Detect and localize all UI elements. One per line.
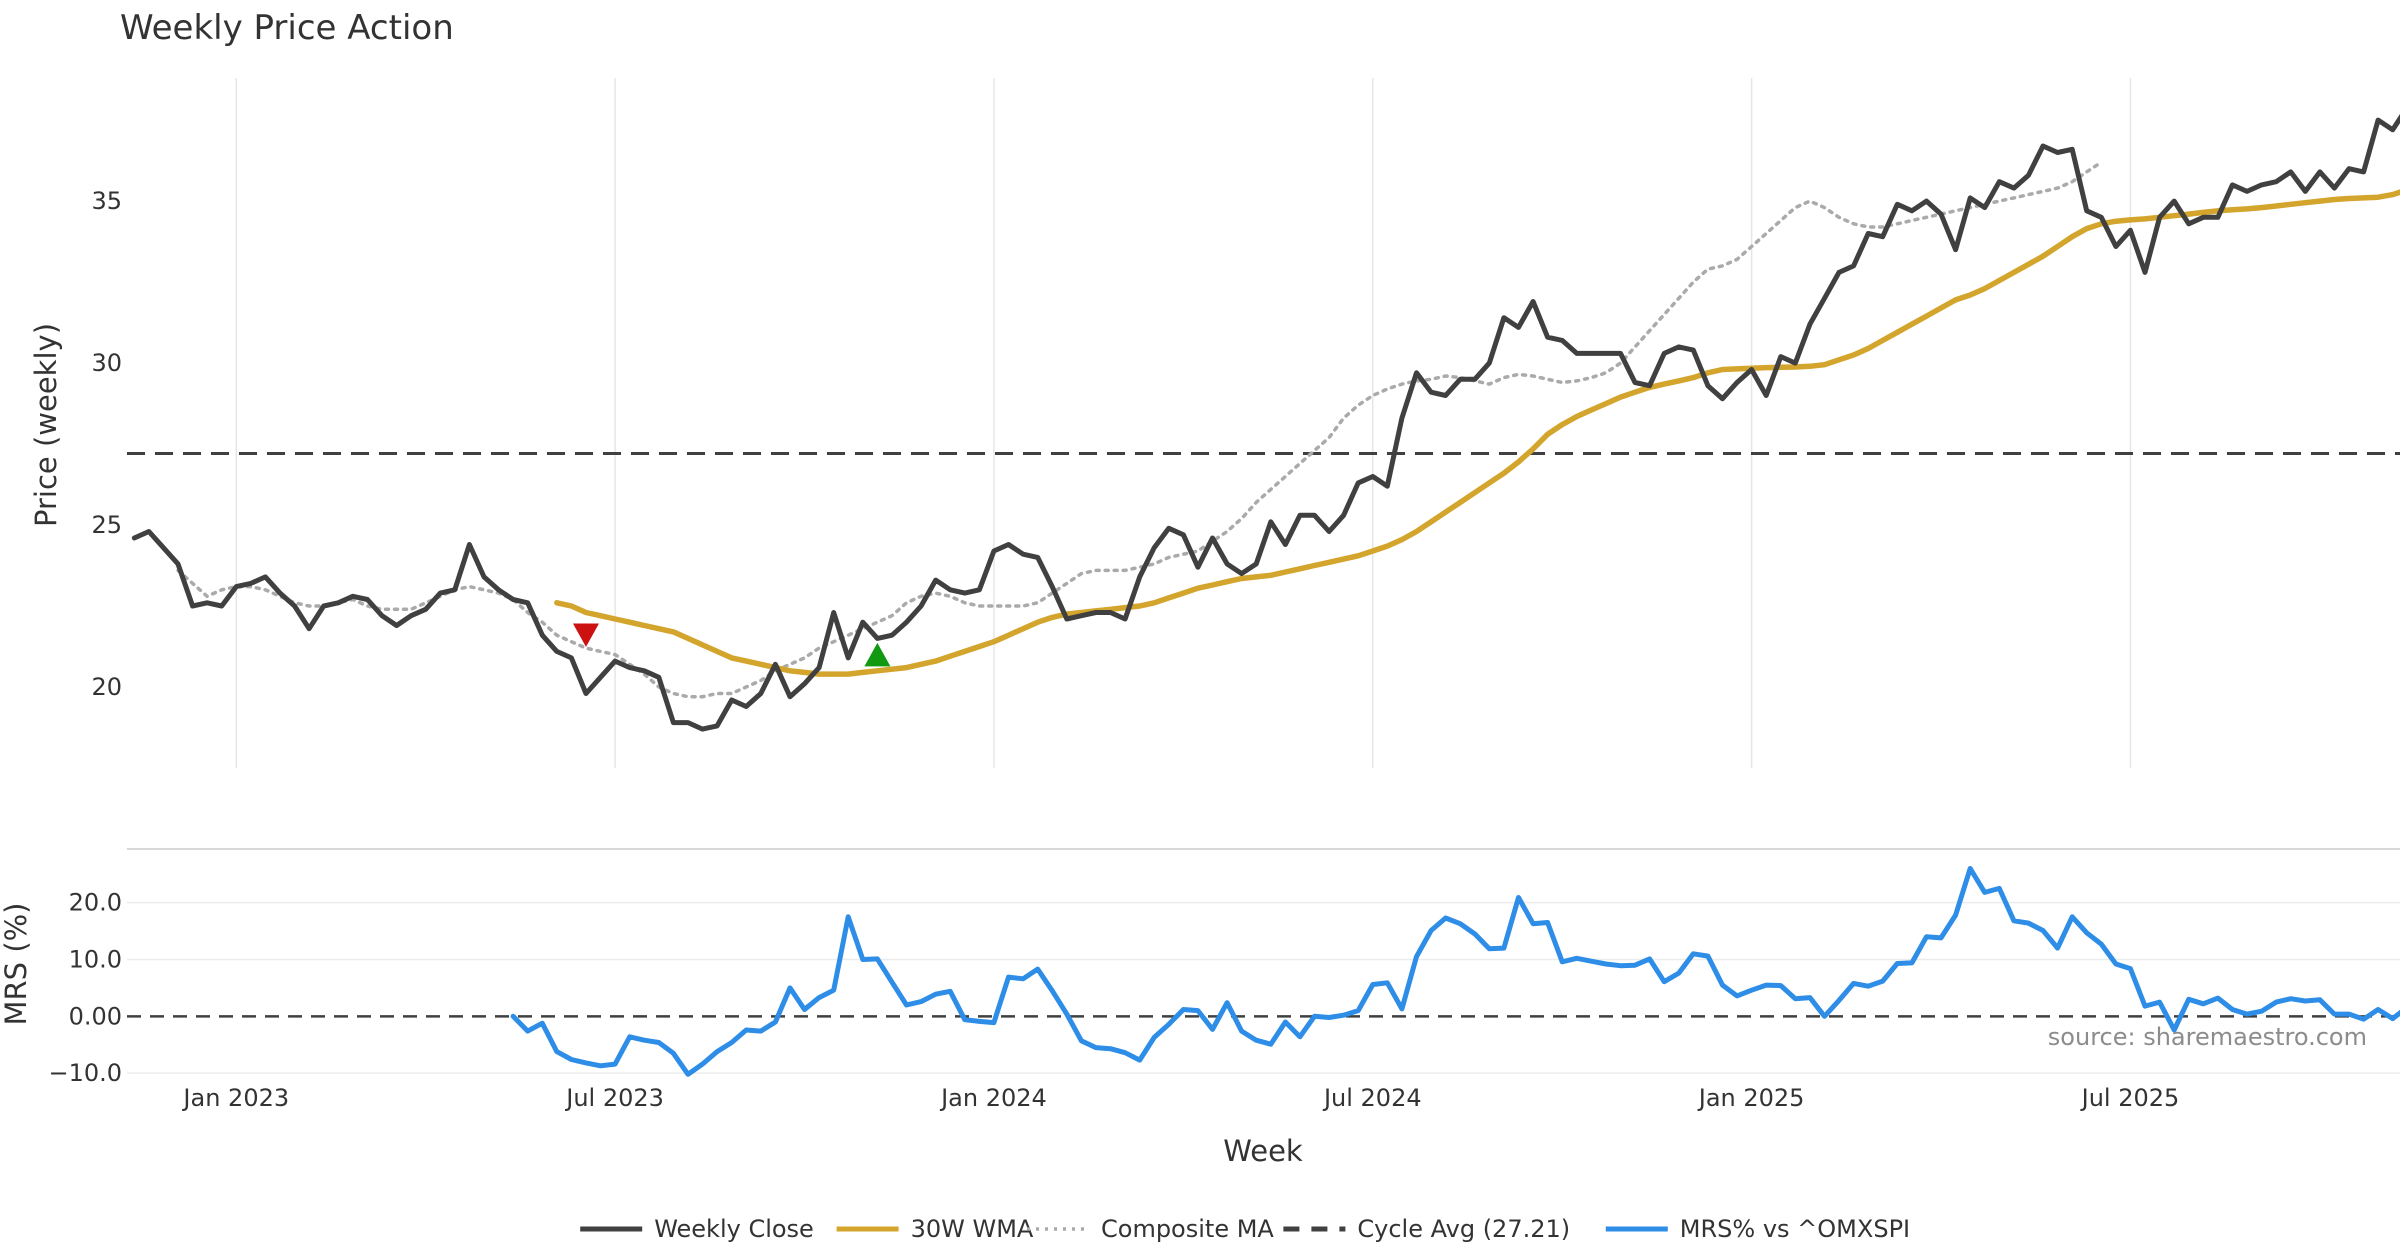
mrs-series (510, 866, 2400, 1077)
mrs-y-tick-label: −10.0 (48, 1059, 122, 1087)
price-series (131, 113, 2400, 732)
x-tick-label: Jan 2023 (181, 1084, 289, 1112)
chart-title: Weekly Price Action (120, 8, 454, 48)
legend-label: Cycle Avg (27.21) (1357, 1215, 1570, 1243)
x-tick-label: Jan 2025 (1697, 1084, 1805, 1112)
legend: Weekly Close 30W WMA Composite MA Cycle Avg… (580, 1215, 1910, 1243)
x-tick-label: Jul 2024 (1322, 1084, 1422, 1112)
price-y-axis-label: Price (weekly) (29, 323, 63, 527)
price-y-tick-label: 20 (91, 673, 122, 701)
price-y-tick-label: 25 (91, 511, 122, 539)
legend-label: 30W WMA (911, 1215, 1034, 1243)
weekly-close-line (131, 113, 2400, 732)
mrs-y-tick-label: 20.0 (69, 889, 122, 917)
mrs-line (510, 866, 2400, 1077)
price-y-tick-label: 35 (91, 187, 122, 215)
legend-item: MRS% vs ^OMXSPI (1605, 1215, 1910, 1243)
x-tick-label: Jul 2025 (2080, 1084, 2180, 1112)
mrs-y-ticks: 20.0 10.0 0.00 −10.0 (48, 889, 122, 1088)
buy-signal-marker (864, 642, 891, 667)
x-tick-label: Jul 2023 (564, 1084, 664, 1112)
wma-30w-line (554, 189, 2400, 677)
price-y-tick-label: 30 (91, 349, 122, 377)
sell-signal-marker (572, 623, 599, 647)
legend-label: MRS% vs ^OMXSPI (1680, 1215, 1910, 1243)
source-note: source: sharemaestro.com (2048, 1023, 2367, 1051)
legend-item: Weekly Close (580, 1215, 814, 1243)
mrs-y-axis-label: MRS (%) (0, 903, 33, 1026)
legend-label: Composite MA (1101, 1215, 1274, 1243)
price-grid (235, 78, 2132, 768)
legend-item: 30W WMA (836, 1215, 1034, 1243)
x-axis-label: Week (1223, 1134, 1303, 1168)
legend-item: Composite MA (1027, 1215, 1274, 1243)
mrs-y-tick-label: 10.0 (69, 945, 122, 973)
legend-label: Weekly Close (654, 1215, 814, 1243)
price-y-ticks: 20 25 30 35 (91, 187, 122, 701)
x-axis-ticks: Jan 2023 Jul 2023 Jan 2024 Jul 2024 Jan 2025… (181, 1084, 2179, 1112)
mrs-grid (127, 901, 2400, 1074)
legend-item: Cycle Avg (27.21) (1283, 1215, 1570, 1243)
composite-ma-line (176, 160, 2104, 699)
x-tick-label: Jan 2024 (939, 1084, 1047, 1112)
mrs-y-tick-label: 0.00 (69, 1002, 122, 1030)
signal-markers (572, 623, 891, 667)
